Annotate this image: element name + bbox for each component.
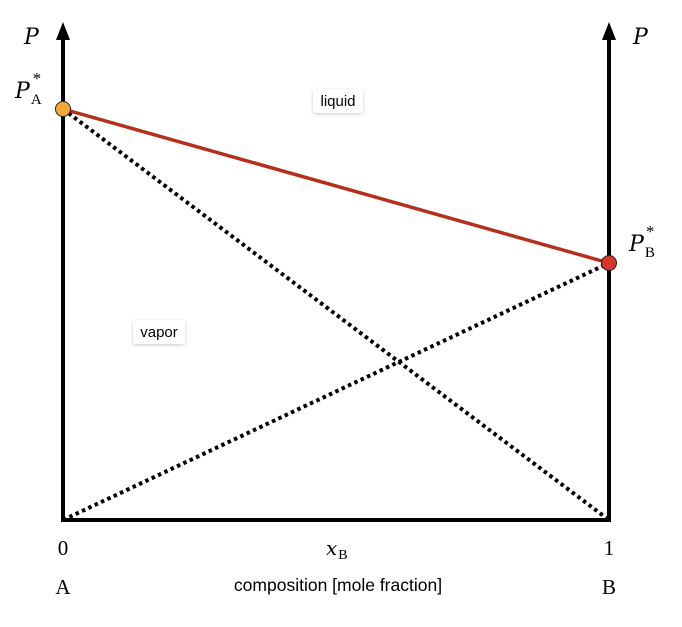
svg-text:vapor: vapor [140,324,178,341]
right-axis-arrowhead [602,22,616,40]
component-b-label: B [602,575,616,599]
x-axis-title: composition [mole fraction] [234,575,442,595]
component-a-label: A [55,575,71,599]
pa-star-point [55,101,71,117]
partial-pressure-a-line [61,107,611,522]
liquid-region-label: liquid [313,89,363,113]
x-tick-right: 1 [604,536,615,560]
pa-star-label: PA* [14,69,42,108]
vapor-region-label: vapor [133,320,185,344]
partial-pressure-b-line [62,261,610,522]
total-pressure-line [62,107,610,265]
right-axis-label: P [632,25,649,50]
svg-text:liquid: liquid [320,93,355,110]
left-axis-label: P [23,25,40,50]
left-axis-arrowhead [56,22,70,40]
x-tick-left: 0 [58,536,69,560]
pb-star-point [601,255,617,271]
pb-star-label: PB* [628,222,655,261]
x-variable-label: xB [326,536,348,563]
